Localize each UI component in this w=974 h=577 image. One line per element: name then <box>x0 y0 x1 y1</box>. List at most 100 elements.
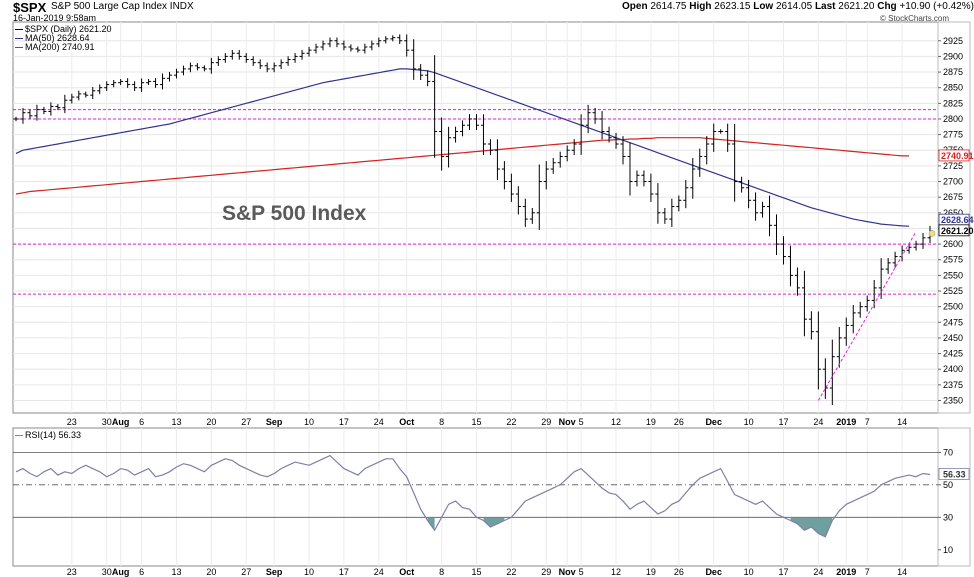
price-x-tick-label: 15 <box>471 417 481 427</box>
price-x-tick-label: 12 <box>611 417 621 427</box>
price-x-tick-label: 5 <box>579 417 584 427</box>
datetime-label: 16-Jan-2019 9:58am <box>13 13 97 23</box>
price-x-tick-label: 10 <box>744 417 754 427</box>
price-y-tick-label: 2875 <box>943 67 963 77</box>
price-x-tick-label: 29 <box>541 417 551 427</box>
price-y-tick-label: 2825 <box>943 98 963 108</box>
price-y-tick-label: 2675 <box>943 192 963 202</box>
rsi-panel-frame <box>12 427 939 567</box>
rsi-x-tick-label: 26 <box>674 567 684 577</box>
rsi-x-tick-label: 24 <box>374 567 384 577</box>
rsi-x-tick-label: 13 <box>171 567 181 577</box>
rsi-x-tick-label: 17 <box>339 567 349 577</box>
price-x-tick-label: 19 <box>646 417 656 427</box>
rsi-x-tick-label: Aug <box>112 567 130 577</box>
price-axis-box <box>937 21 971 414</box>
rsi-oversold-fill <box>790 517 833 537</box>
price-y-tick-label: 2700 <box>943 177 963 187</box>
ohlc-readout: Open 2614.75 High 2623.15 Low 2614.05 La… <box>622 1 974 12</box>
price-x-tick-label: 26 <box>674 417 684 427</box>
rsi-x-tick-label: 7 <box>865 567 870 577</box>
legend-price: $SPX (Daily) 2621.20 <box>15 24 112 34</box>
price-y-tick-label: 2650 <box>943 208 963 218</box>
price-y-tick-label: 2800 <box>943 114 963 124</box>
price-x-tick-label: 17 <box>339 417 349 427</box>
low-value: 2614.05 <box>776 1 813 12</box>
price-x-tick-label: 20 <box>206 417 216 427</box>
rsi-x-tick-label: Oct <box>399 567 414 577</box>
high-value: 2623.15 <box>714 1 751 12</box>
price-y-tick-label: 2425 <box>943 349 963 359</box>
rsi-x-tick-label: 30 <box>102 567 112 577</box>
price-x-tick-label: 27 <box>241 417 251 427</box>
price-x-tick-label: 23 <box>67 417 77 427</box>
rsi-x-tick-label: 23 <box>67 567 77 577</box>
price-x-tick-label: 14 <box>897 417 907 427</box>
legend-ma200: MA(200) 2740.91 <box>15 42 95 52</box>
ma200-flag-box <box>938 149 970 162</box>
price-x-tick-label: 2019 <box>836 417 856 427</box>
symbol-name: S&P 500 Large Cap Index INDX <box>51 1 194 12</box>
rsi-x-tick-label: Sep <box>266 567 283 577</box>
legend-rsi-label: RSI(14) 56.33 <box>25 430 82 440</box>
price-x-tick-label: 24 <box>813 417 823 427</box>
legend-rsi-swatch <box>15 435 23 437</box>
price-y-tick-label: 2525 <box>943 286 963 296</box>
last-price-flag: 2621.20 <box>941 226 974 236</box>
low-label: Low <box>753 1 774 12</box>
legend-ma50-label: MA(50) 2628.64 <box>25 33 90 43</box>
ma200-line <box>15 137 910 195</box>
price-y-tick-label: 2925 <box>943 36 963 46</box>
price-x-tick-label: 10 <box>304 417 314 427</box>
rsi-x-tick-label: 27 <box>241 567 251 577</box>
rsi-x-tick-label: 19 <box>646 567 656 577</box>
rsi-x-tick-label: 14 <box>897 567 907 577</box>
price-y-tick-label: 2725 <box>943 161 963 171</box>
rsi-x-tick-label: 20 <box>206 567 216 577</box>
last-label: Last <box>814 1 836 12</box>
price-panel-frame <box>12 21 939 414</box>
price-y-tick-label: 2375 <box>943 380 963 390</box>
legend-ma50-swatch <box>15 38 23 40</box>
rsi-x-tick-label: 10 <box>744 567 754 577</box>
rsi-x-tick-label: 17 <box>778 567 788 577</box>
rsi-x-tick-label: 15 <box>471 567 481 577</box>
price-x-tick-label: 30 <box>102 417 112 427</box>
legend-price-label: $SPX (Daily) 2621.20 <box>25 24 112 34</box>
chg-value: +10.90 (+0.42%) <box>899 1 974 12</box>
ma200-flag: 2740.91 <box>941 151 974 161</box>
stockcharts-credit: © StockCharts.com <box>880 14 950 23</box>
rsi-y-tick-label: 30 <box>943 512 953 522</box>
legend-ma200-swatch <box>15 47 23 49</box>
chg-label: Chg <box>877 1 897 12</box>
rsi-flag: 56.33 <box>943 470 966 480</box>
price-x-tick-label: 6 <box>139 417 144 427</box>
price-x-tick-label: 13 <box>171 417 181 427</box>
last-price-flag-box <box>938 224 970 237</box>
price-x-tick-label: 17 <box>778 417 788 427</box>
rsi-x-tick-label: Nov <box>559 567 576 577</box>
price-y-tick-label: 2475 <box>943 317 963 327</box>
rsi-x-tick-label: 22 <box>506 567 516 577</box>
last-value: 2621.20 <box>838 1 875 12</box>
price-y-tick-label: 2775 <box>943 130 963 140</box>
price-x-tick-label: 8 <box>439 417 444 427</box>
open-label: Open <box>622 1 648 12</box>
price-y-tick-label: 2350 <box>943 395 963 405</box>
price-x-tick-label: Nov <box>559 417 576 427</box>
rsi-x-tick-label: 5 <box>579 567 584 577</box>
rsi-axis-box <box>937 427 971 567</box>
ma50-line <box>15 68 910 227</box>
price-x-tick-label: Dec <box>705 417 722 427</box>
price-y-tick-label: 2575 <box>943 255 963 265</box>
symbol-title: $SPX <box>13 0 47 15</box>
rsi-oversold-fill <box>483 517 505 527</box>
rsi-x-tick-label: Dec <box>705 567 722 577</box>
legend-ma200-label: MA(200) 2740.91 <box>25 42 95 52</box>
price-x-tick-label: Aug <box>112 417 130 427</box>
rsi-x-tick-label: 29 <box>541 567 551 577</box>
price-y-tick-label: 2450 <box>943 333 963 343</box>
price-x-tick-label: 22 <box>506 417 516 427</box>
rsi-y-tick-label: 10 <box>943 545 953 555</box>
